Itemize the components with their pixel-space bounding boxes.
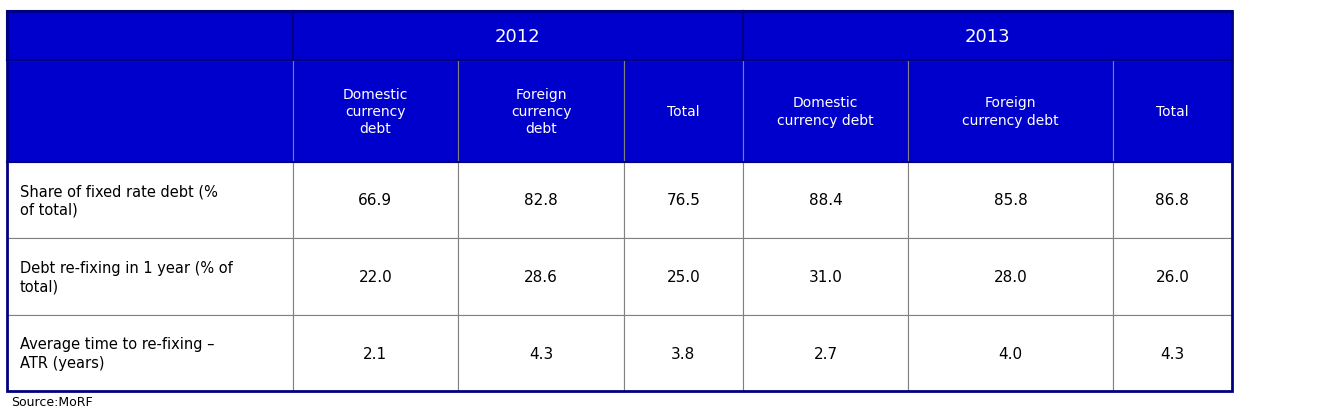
Text: 4.3: 4.3 bbox=[529, 346, 553, 361]
Text: Foreign
currency
debt: Foreign currency debt bbox=[510, 88, 572, 136]
Bar bbox=[624, 61, 743, 162]
Bar bbox=[293, 162, 458, 239]
Text: 22.0: 22.0 bbox=[358, 269, 393, 285]
Bar bbox=[293, 239, 458, 315]
Text: Domestic
currency debt: Domestic currency debt bbox=[778, 96, 874, 127]
Text: 82.8: 82.8 bbox=[524, 193, 558, 208]
Text: 28.0: 28.0 bbox=[994, 269, 1027, 285]
Text: 76.5: 76.5 bbox=[667, 193, 700, 208]
Text: 2013: 2013 bbox=[965, 28, 1010, 46]
Text: 26.0: 26.0 bbox=[1156, 269, 1189, 285]
Bar bbox=[1113, 315, 1232, 392]
Bar bbox=[1113, 162, 1232, 239]
Bar bbox=[908, 315, 1113, 392]
Bar bbox=[1113, 239, 1232, 315]
Bar bbox=[458, 315, 624, 392]
Bar bbox=[458, 61, 624, 162]
Text: Average time to re-fixing –
ATR (years): Average time to re-fixing – ATR (years) bbox=[20, 337, 215, 370]
Bar bbox=[743, 162, 908, 239]
Text: Source:MoRF: Source:MoRF bbox=[11, 395, 92, 408]
Bar bbox=[743, 315, 908, 392]
Text: Domestic
currency
debt: Domestic currency debt bbox=[343, 88, 407, 136]
Bar bbox=[7, 239, 293, 315]
Text: 2012: 2012 bbox=[494, 28, 541, 46]
Text: 4.0: 4.0 bbox=[998, 346, 1023, 361]
Text: Foreign
currency debt: Foreign currency debt bbox=[962, 96, 1059, 127]
Bar bbox=[458, 162, 624, 239]
Text: 28.6: 28.6 bbox=[524, 269, 558, 285]
Bar bbox=[293, 61, 458, 162]
Text: 4.3: 4.3 bbox=[1160, 346, 1185, 361]
Bar bbox=[293, 315, 458, 392]
Bar bbox=[7, 12, 293, 61]
Text: 88.4: 88.4 bbox=[808, 193, 843, 208]
Bar bbox=[908, 162, 1113, 239]
Text: 3.8: 3.8 bbox=[671, 346, 696, 361]
Text: 2.1: 2.1 bbox=[363, 346, 387, 361]
Bar bbox=[908, 239, 1113, 315]
Bar bbox=[458, 239, 624, 315]
Text: 31.0: 31.0 bbox=[808, 269, 843, 285]
Bar bbox=[7, 162, 293, 239]
Text: 2.7: 2.7 bbox=[814, 346, 838, 361]
Bar bbox=[293, 12, 743, 61]
Text: Total: Total bbox=[667, 105, 700, 119]
Bar bbox=[743, 61, 908, 162]
Bar bbox=[624, 239, 743, 315]
Text: Debt re-fixing in 1 year (% of
total): Debt re-fixing in 1 year (% of total) bbox=[20, 260, 232, 294]
Text: 86.8: 86.8 bbox=[1156, 193, 1189, 208]
Bar bbox=[743, 239, 908, 315]
Text: Total: Total bbox=[1156, 105, 1189, 119]
Bar bbox=[743, 12, 1232, 61]
Bar bbox=[624, 162, 743, 239]
Text: 85.8: 85.8 bbox=[994, 193, 1027, 208]
Text: 25.0: 25.0 bbox=[667, 269, 700, 285]
Bar bbox=[908, 61, 1113, 162]
Bar bbox=[7, 315, 293, 392]
Bar bbox=[1113, 61, 1232, 162]
Text: 66.9: 66.9 bbox=[358, 193, 393, 208]
Text: Share of fixed rate debt (%
of total): Share of fixed rate debt (% of total) bbox=[20, 184, 218, 217]
Bar bbox=[624, 315, 743, 392]
Bar bbox=[7, 61, 293, 162]
